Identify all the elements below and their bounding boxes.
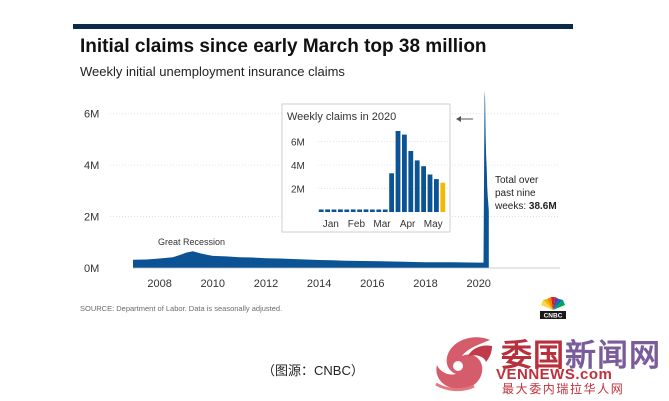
inset-bar	[331, 209, 337, 212]
annotation-line-3: weeks:	[495, 201, 529, 212]
inset-arrow-head	[456, 116, 461, 122]
great-recession-label: Great Recession	[158, 237, 225, 247]
inset-bar	[363, 209, 369, 212]
header-rule	[73, 24, 573, 29]
inset-bar	[414, 160, 420, 212]
annotation-line-2: past nine	[495, 188, 536, 199]
inset-bar	[402, 134, 407, 212]
inset-bar	[395, 131, 401, 212]
watermark: 委国新闻网 VENNEWS.com 最大委内瑞拉华人网	[428, 330, 666, 396]
inset-bar	[338, 209, 343, 212]
inset-bar	[344, 209, 350, 212]
x-tick-label: 2016	[360, 278, 384, 290]
inset-y-tick-label: 2M	[291, 185, 305, 196]
y-tick-label: 2M	[84, 212, 99, 224]
inset-bar	[408, 151, 414, 212]
inset-bar	[325, 209, 330, 212]
inset-month-label: Feb	[348, 219, 366, 230]
annotation-line-1: Total over	[495, 175, 539, 186]
x-tick-label: 2012	[254, 278, 278, 290]
inset-bar	[440, 182, 446, 212]
inset-bar	[421, 166, 426, 212]
x-tick-label: 2014	[307, 278, 331, 290]
inset-y-tick-label: 6M	[291, 138, 305, 149]
watermark-tagline: 最大委内瑞拉华人网	[502, 382, 625, 396]
watermark-title-part-2: 新闻网	[565, 338, 661, 373]
inset-bar	[427, 174, 433, 212]
x-tick-label: 2010	[201, 278, 225, 290]
total-annotation: Total over past nine weeks: 38.6M	[495, 174, 557, 213]
inset-y-tick-label: 4M	[291, 161, 305, 172]
cnbc-logo-text: CNBC	[544, 313, 563, 320]
watermark-title: 委国新闻网	[501, 330, 661, 375]
inset-month-label: Jan	[323, 219, 339, 230]
inset-title: Weekly claims in 2020	[287, 111, 396, 123]
inset-bar	[357, 209, 362, 212]
watermark-title-part-1: 委国	[501, 338, 565, 373]
inset-bar	[382, 209, 388, 212]
watermark-url: VENNEWS.com	[496, 366, 613, 383]
inset-month-label: Mar	[373, 219, 391, 230]
inset-bar	[318, 209, 324, 212]
source-note: SOURCE: Department of Labor. Data is sea…	[80, 304, 283, 313]
chart-subtitle: Weekly initial unemployment insurance cl…	[80, 64, 345, 79]
y-tick-label: 0M	[84, 263, 99, 275]
image-caption: （图源：CNBC）	[262, 363, 364, 378]
inset-bar	[370, 209, 375, 212]
inset-month-label: May	[424, 219, 443, 230]
annotation-total-value: 38.6M	[528, 201, 557, 212]
chart-title: Initial claims since early March top 38 …	[80, 36, 487, 57]
phoenix-logo-icon	[435, 337, 492, 392]
y-tick-label: 6M	[84, 109, 99, 121]
inset-bar	[389, 173, 394, 212]
inset-bar	[376, 209, 382, 212]
x-tick-label: 2008	[147, 278, 171, 290]
inset-bar	[350, 209, 356, 212]
inset-month-label: Apr	[400, 219, 416, 230]
inset-bar	[434, 179, 439, 212]
x-tick-label: 2018	[413, 278, 437, 290]
y-tick-label: 4M	[84, 160, 99, 172]
x-tick-label: 2020	[466, 278, 490, 290]
cnbc-peacock-icon: CNBC	[540, 297, 566, 320]
